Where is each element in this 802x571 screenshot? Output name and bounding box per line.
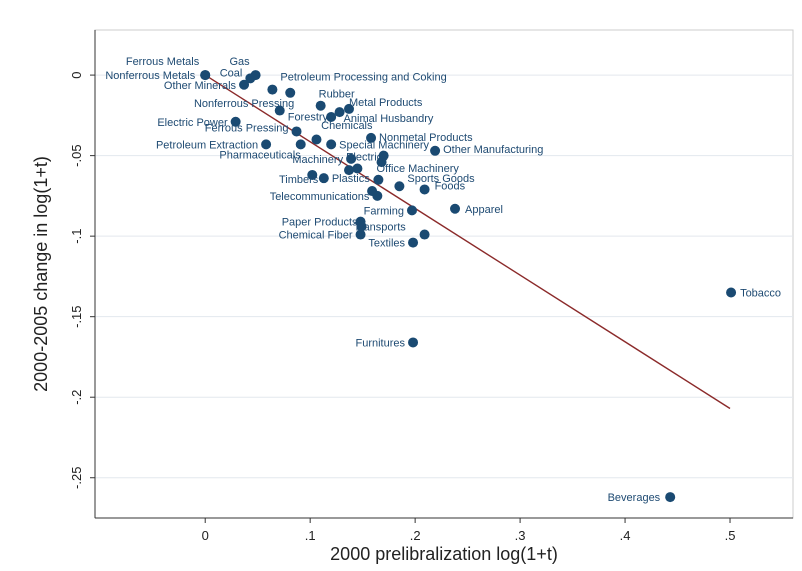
data-point — [344, 103, 355, 114]
x-tick-label: .5 — [725, 528, 736, 543]
point-label: Textiles — [368, 238, 405, 250]
point-label: Coal — [220, 67, 243, 79]
x-axis-ticks: 0 .1 .2 .3 .4 .5 — [202, 518, 736, 543]
data-point — [726, 287, 737, 298]
y-tick-label: 0 — [69, 71, 84, 78]
point-label: Telecommunications — [270, 191, 370, 203]
data-point — [285, 87, 296, 98]
point-label: Beverages — [608, 492, 661, 504]
y-axis-title: 2000-2005 change in log(1+t) — [31, 156, 51, 392]
data-point — [326, 111, 337, 122]
point-label: Nonmetal Products — [379, 132, 473, 144]
data-point — [408, 337, 419, 348]
data-point — [230, 116, 241, 127]
point-label: Ferrous Metals — [126, 56, 200, 68]
y-tick-label: -.2 — [69, 390, 84, 405]
data-point — [245, 73, 256, 84]
point-label: Rubber — [319, 89, 355, 101]
grid-lines — [95, 74, 793, 479]
point-label: Electric Power — [157, 117, 228, 129]
point-label: Other Manufacturing — [443, 144, 543, 156]
x-tick-label: .1 — [305, 528, 316, 543]
data-point — [419, 184, 430, 195]
data-point — [267, 84, 278, 95]
point-label: Petroleum Processing and Coking — [280, 72, 446, 84]
point-label: Furnitures — [356, 337, 406, 349]
point-label: Chemical Fiber — [279, 230, 353, 242]
data-point — [366, 132, 377, 143]
data-point — [352, 163, 363, 174]
data-point — [450, 203, 461, 214]
data-point — [318, 173, 329, 184]
point-label: Electrics — [346, 152, 388, 164]
data-point — [372, 190, 383, 201]
data-point — [200, 70, 211, 81]
data-point — [356, 221, 367, 232]
point-label: Pharmaceuticals — [219, 149, 301, 161]
x-tick-label: .3 — [515, 528, 526, 543]
point-label: Nonferrous Pressing — [194, 98, 294, 110]
point-label: Forestry — [288, 112, 329, 124]
data-point — [315, 100, 326, 111]
x-tick-label: .2 — [410, 528, 421, 543]
x-tick-label: .4 — [620, 528, 631, 543]
data-point — [355, 229, 366, 240]
point-label: Sports Goods — [407, 173, 475, 185]
data-point — [346, 153, 357, 164]
point-label: Tobacco — [740, 288, 781, 300]
data-point — [344, 165, 355, 176]
y-tick-label: -.25 — [69, 467, 84, 489]
y-axis-ticks: 0 -.05 -.1 -.15 -.2 -.25 — [69, 71, 95, 489]
point-label: Office Machinery — [377, 163, 460, 175]
data-point — [408, 237, 419, 248]
point-label: Petroleum Extraction — [156, 139, 258, 151]
point-label: Paper Products — [282, 217, 358, 229]
point-label: Machinery — [292, 154, 343, 166]
point-label: Special Machinery — [339, 139, 429, 151]
data-point — [430, 145, 441, 156]
data-point — [665, 492, 676, 503]
data-points — [200, 70, 737, 503]
data-point — [334, 107, 345, 118]
plot-area — [94, 29, 794, 519]
point-label: Apparel — [465, 204, 503, 216]
point-label: Ferrous Pressing — [205, 122, 289, 134]
point-label: Plastics — [332, 173, 370, 185]
data-point — [239, 79, 250, 90]
point-label: Animal Husbandry — [344, 113, 434, 125]
data-point — [311, 134, 322, 145]
point-label: Transports — [354, 221, 407, 233]
data-point — [373, 174, 384, 185]
data-point — [261, 139, 272, 150]
data-point — [291, 126, 302, 137]
data-point — [274, 105, 285, 116]
data-point — [406, 205, 417, 216]
y-tick-label: -.1 — [69, 229, 84, 244]
point-label: Nonferrous Metals — [105, 70, 195, 82]
point-label: Chemicals — [321, 120, 373, 132]
data-point — [307, 169, 318, 180]
data-point — [419, 229, 430, 240]
point-label: Gas — [229, 56, 250, 68]
data-point — [376, 157, 387, 168]
point-label: Timbers — [279, 174, 319, 186]
y-tick-label: -.05 — [69, 144, 84, 166]
point-label: Farming — [364, 205, 404, 217]
x-tick-label: 0 — [202, 528, 209, 543]
y-tick-label: -.15 — [69, 305, 84, 327]
data-point — [394, 181, 405, 192]
point-label: Other Minerals — [164, 80, 237, 92]
data-point — [326, 139, 337, 150]
point-label: Metal Products — [349, 97, 423, 109]
data-point — [295, 139, 306, 150]
x-axis-title: 2000 prelibralization log(1+t) — [330, 544, 558, 564]
point-label: Foods — [435, 180, 466, 192]
